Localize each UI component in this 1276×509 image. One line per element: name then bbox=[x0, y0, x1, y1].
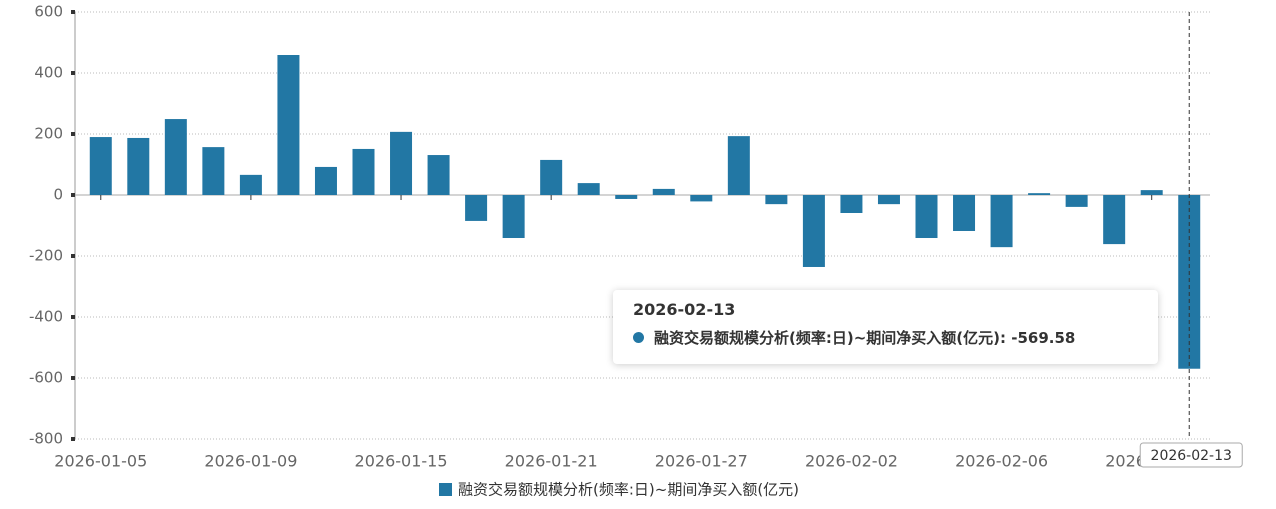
y-tick-mark bbox=[71, 71, 75, 75]
tooltip: 2026-02-13 融资交易额规模分析(频率:日)~期间净买入额(亿元): -… bbox=[613, 290, 1158, 364]
bar bbox=[390, 131, 413, 195]
bar bbox=[727, 136, 750, 195]
y-tick-label: -400 bbox=[29, 308, 63, 326]
y-tick-label: 400 bbox=[34, 64, 63, 82]
bar bbox=[1103, 195, 1126, 245]
bar bbox=[127, 137, 150, 195]
bar bbox=[1028, 193, 1051, 195]
bar bbox=[840, 195, 863, 213]
y-tick-label: -800 bbox=[29, 430, 63, 448]
y-tick-label: 200 bbox=[34, 125, 63, 143]
bar bbox=[239, 174, 262, 195]
tooltip-date: 2026-02-13 bbox=[633, 300, 736, 319]
y-tick-mark bbox=[71, 315, 75, 319]
bar bbox=[953, 195, 976, 231]
y-tick-mark bbox=[71, 10, 75, 14]
tooltip-series: 融资交易额规模分析(频率:日)~期间净买入额(亿元) bbox=[654, 329, 1000, 347]
x-tick-label: 2026-02-06 bbox=[955, 452, 1048, 471]
bar bbox=[877, 195, 900, 205]
bar bbox=[765, 195, 788, 205]
y-tick-mark bbox=[71, 193, 75, 197]
bar bbox=[89, 137, 112, 195]
bar bbox=[915, 195, 938, 239]
y-tick-mark bbox=[71, 376, 75, 380]
bar bbox=[502, 195, 525, 239]
y-tick-mark bbox=[71, 132, 75, 136]
bar bbox=[164, 119, 187, 195]
x-tick-label: 2026-01-15 bbox=[355, 452, 448, 471]
y-tick-label: -600 bbox=[29, 369, 63, 387]
bar bbox=[202, 147, 225, 195]
y-tick-mark bbox=[71, 437, 75, 441]
bar bbox=[615, 195, 638, 199]
bar bbox=[277, 55, 300, 195]
pointer-label-box bbox=[1139, 442, 1243, 468]
x-tick-label: 2026-01-21 bbox=[505, 452, 598, 471]
pointer-label: 2026-02-13 bbox=[1151, 448, 1232, 464]
legend-swatch bbox=[439, 483, 452, 496]
x-tick-label: 2026-01-05 bbox=[54, 452, 147, 471]
bar bbox=[690, 195, 713, 202]
tooltip-row: 融资交易额规模分析(频率:日)~期间净买入额(亿元): -569.58 bbox=[633, 327, 1138, 348]
bar bbox=[577, 183, 600, 195]
bar bbox=[990, 195, 1013, 248]
y-tick-mark bbox=[71, 254, 75, 258]
bar bbox=[652, 188, 675, 195]
bar bbox=[427, 155, 450, 195]
y-tick-label: -200 bbox=[29, 247, 63, 265]
bar bbox=[802, 195, 825, 267]
bar bbox=[352, 148, 375, 195]
x-tick-label: 2026-02-02 bbox=[805, 452, 898, 471]
bar bbox=[1140, 190, 1163, 195]
bar bbox=[314, 166, 337, 195]
tooltip-dot bbox=[633, 332, 644, 343]
legend-label: 融资交易额规模分析(频率:日)~期间净买入额(亿元) bbox=[458, 481, 799, 499]
x-tick-label: 2026-01-27 bbox=[655, 452, 748, 471]
x-tick-label: 2026-01-09 bbox=[204, 452, 297, 471]
bar bbox=[540, 159, 563, 195]
bar bbox=[1065, 195, 1088, 207]
y-tick-label: 600 bbox=[34, 3, 63, 21]
tooltip-value: -569.58 bbox=[1011, 329, 1076, 347]
bar bbox=[465, 195, 488, 221]
y-tick-label: 0 bbox=[53, 186, 63, 204]
